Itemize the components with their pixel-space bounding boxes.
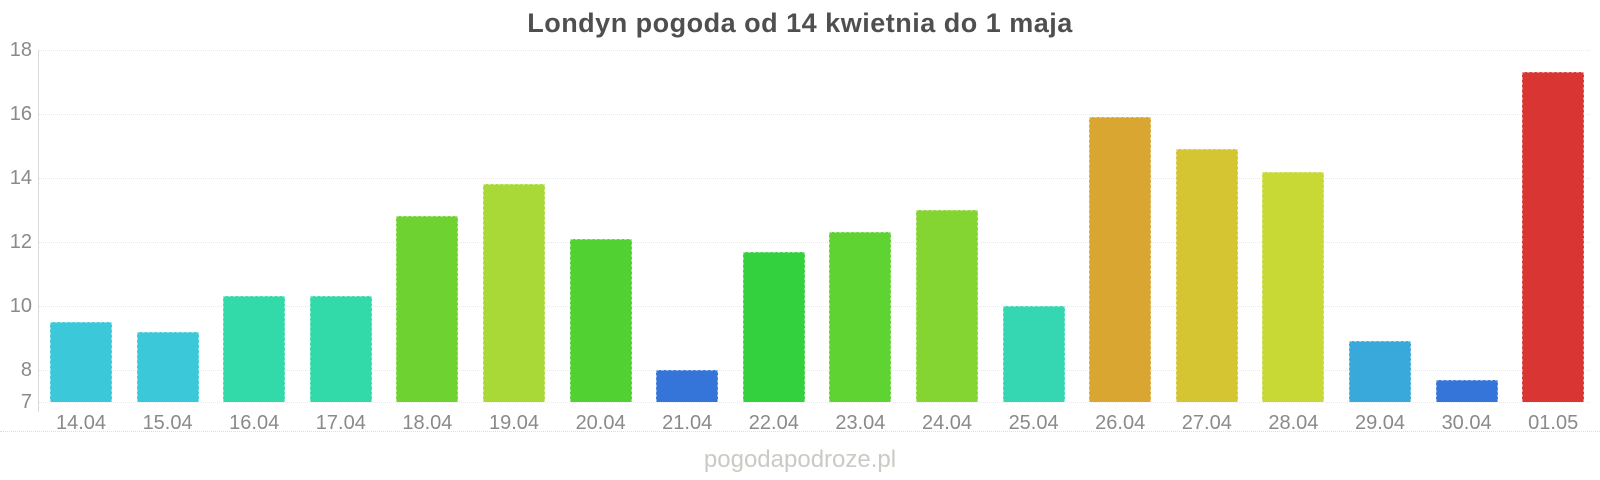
- y-tick-label-8: 8: [20, 359, 32, 381]
- y-tick-label-12: 12: [9, 231, 32, 253]
- bar-26.04[interactable]: [1089, 117, 1152, 402]
- bar-15.04[interactable]: [136, 331, 199, 402]
- x-tick-label-23.04: 23.04: [835, 412, 886, 434]
- y-grid-line-8: [39, 370, 1590, 371]
- y-axis-line: [38, 50, 39, 412]
- bar-20.04[interactable]: [569, 238, 632, 402]
- y-grid-line-10: [39, 306, 1590, 307]
- bar-28.04[interactable]: [1262, 171, 1325, 402]
- y-tick-label-10: 10: [9, 295, 32, 317]
- bar-24.04[interactable]: [916, 210, 978, 402]
- bar-30.04[interactable]: [1435, 379, 1498, 402]
- y-tick-label-16: 16: [9, 103, 32, 125]
- x-tick-label-17.04: 17.04: [315, 412, 366, 434]
- footer-divider: [0, 431, 1600, 432]
- x-tick-label-27.04: 27.04: [1181, 412, 1232, 434]
- y-grid-line-16: [39, 114, 1590, 115]
- x-tick-label-16.04: 16.04: [229, 412, 280, 434]
- y-tick-label-18: 18: [9, 39, 32, 61]
- y-grid-line-18: [39, 50, 1590, 51]
- y-grid-line-14: [39, 178, 1590, 179]
- x-tick-label-26.04: 26.04: [1095, 412, 1146, 434]
- x-tick-label-19.04: 19.04: [488, 412, 540, 434]
- bar-18.04[interactable]: [396, 216, 459, 402]
- y-grid-line-7: [39, 402, 1590, 403]
- x-tick-label-28.04: 28.04: [1268, 412, 1319, 434]
- y-tick-label-14: 14: [9, 167, 32, 189]
- x-tick-label-15.04: 15.04: [142, 412, 193, 434]
- bar-22.04[interactable]: [742, 251, 805, 402]
- bar-25.04[interactable]: [1002, 306, 1065, 402]
- x-tick-label-29.04: 29.04: [1354, 412, 1406, 434]
- bar-01.05[interactable]: [1522, 72, 1585, 402]
- x-tick-label-30.04: 30.04: [1441, 412, 1492, 434]
- bar-17.04[interactable]: [309, 296, 372, 402]
- bar-27.04[interactable]: [1175, 149, 1238, 402]
- bar-16.04[interactable]: [223, 296, 286, 402]
- x-tick-label-18.04: 18.04: [402, 412, 453, 434]
- x-tick-label-21.04: 21.04: [662, 412, 713, 434]
- bar-19.04[interactable]: [483, 184, 545, 402]
- x-tick-label-20.04: 20.04: [575, 412, 626, 434]
- x-tick-label-01.05: 01.05: [1528, 412, 1579, 434]
- x-tick-label-24.04: 24.04: [921, 412, 973, 434]
- y-tick-label-7: 7: [20, 391, 32, 413]
- bar-29.04[interactable]: [1349, 341, 1411, 402]
- x-tick-label-22.04: 22.04: [748, 412, 799, 434]
- x-tick-label-25.04: 25.04: [1008, 412, 1059, 434]
- chart-title: Londyn pogoda od 14 kwietnia do 1 maja: [527, 8, 1073, 38]
- bar-14.04[interactable]: [50, 322, 112, 402]
- x-tick-label-14.04: 14.04: [55, 412, 107, 434]
- bar-23.04[interactable]: [829, 232, 892, 402]
- y-grid-line-12: [39, 242, 1590, 243]
- bar-21.04[interactable]: [656, 370, 719, 402]
- site-watermark: pogodapodroze.pl: [703, 446, 897, 473]
